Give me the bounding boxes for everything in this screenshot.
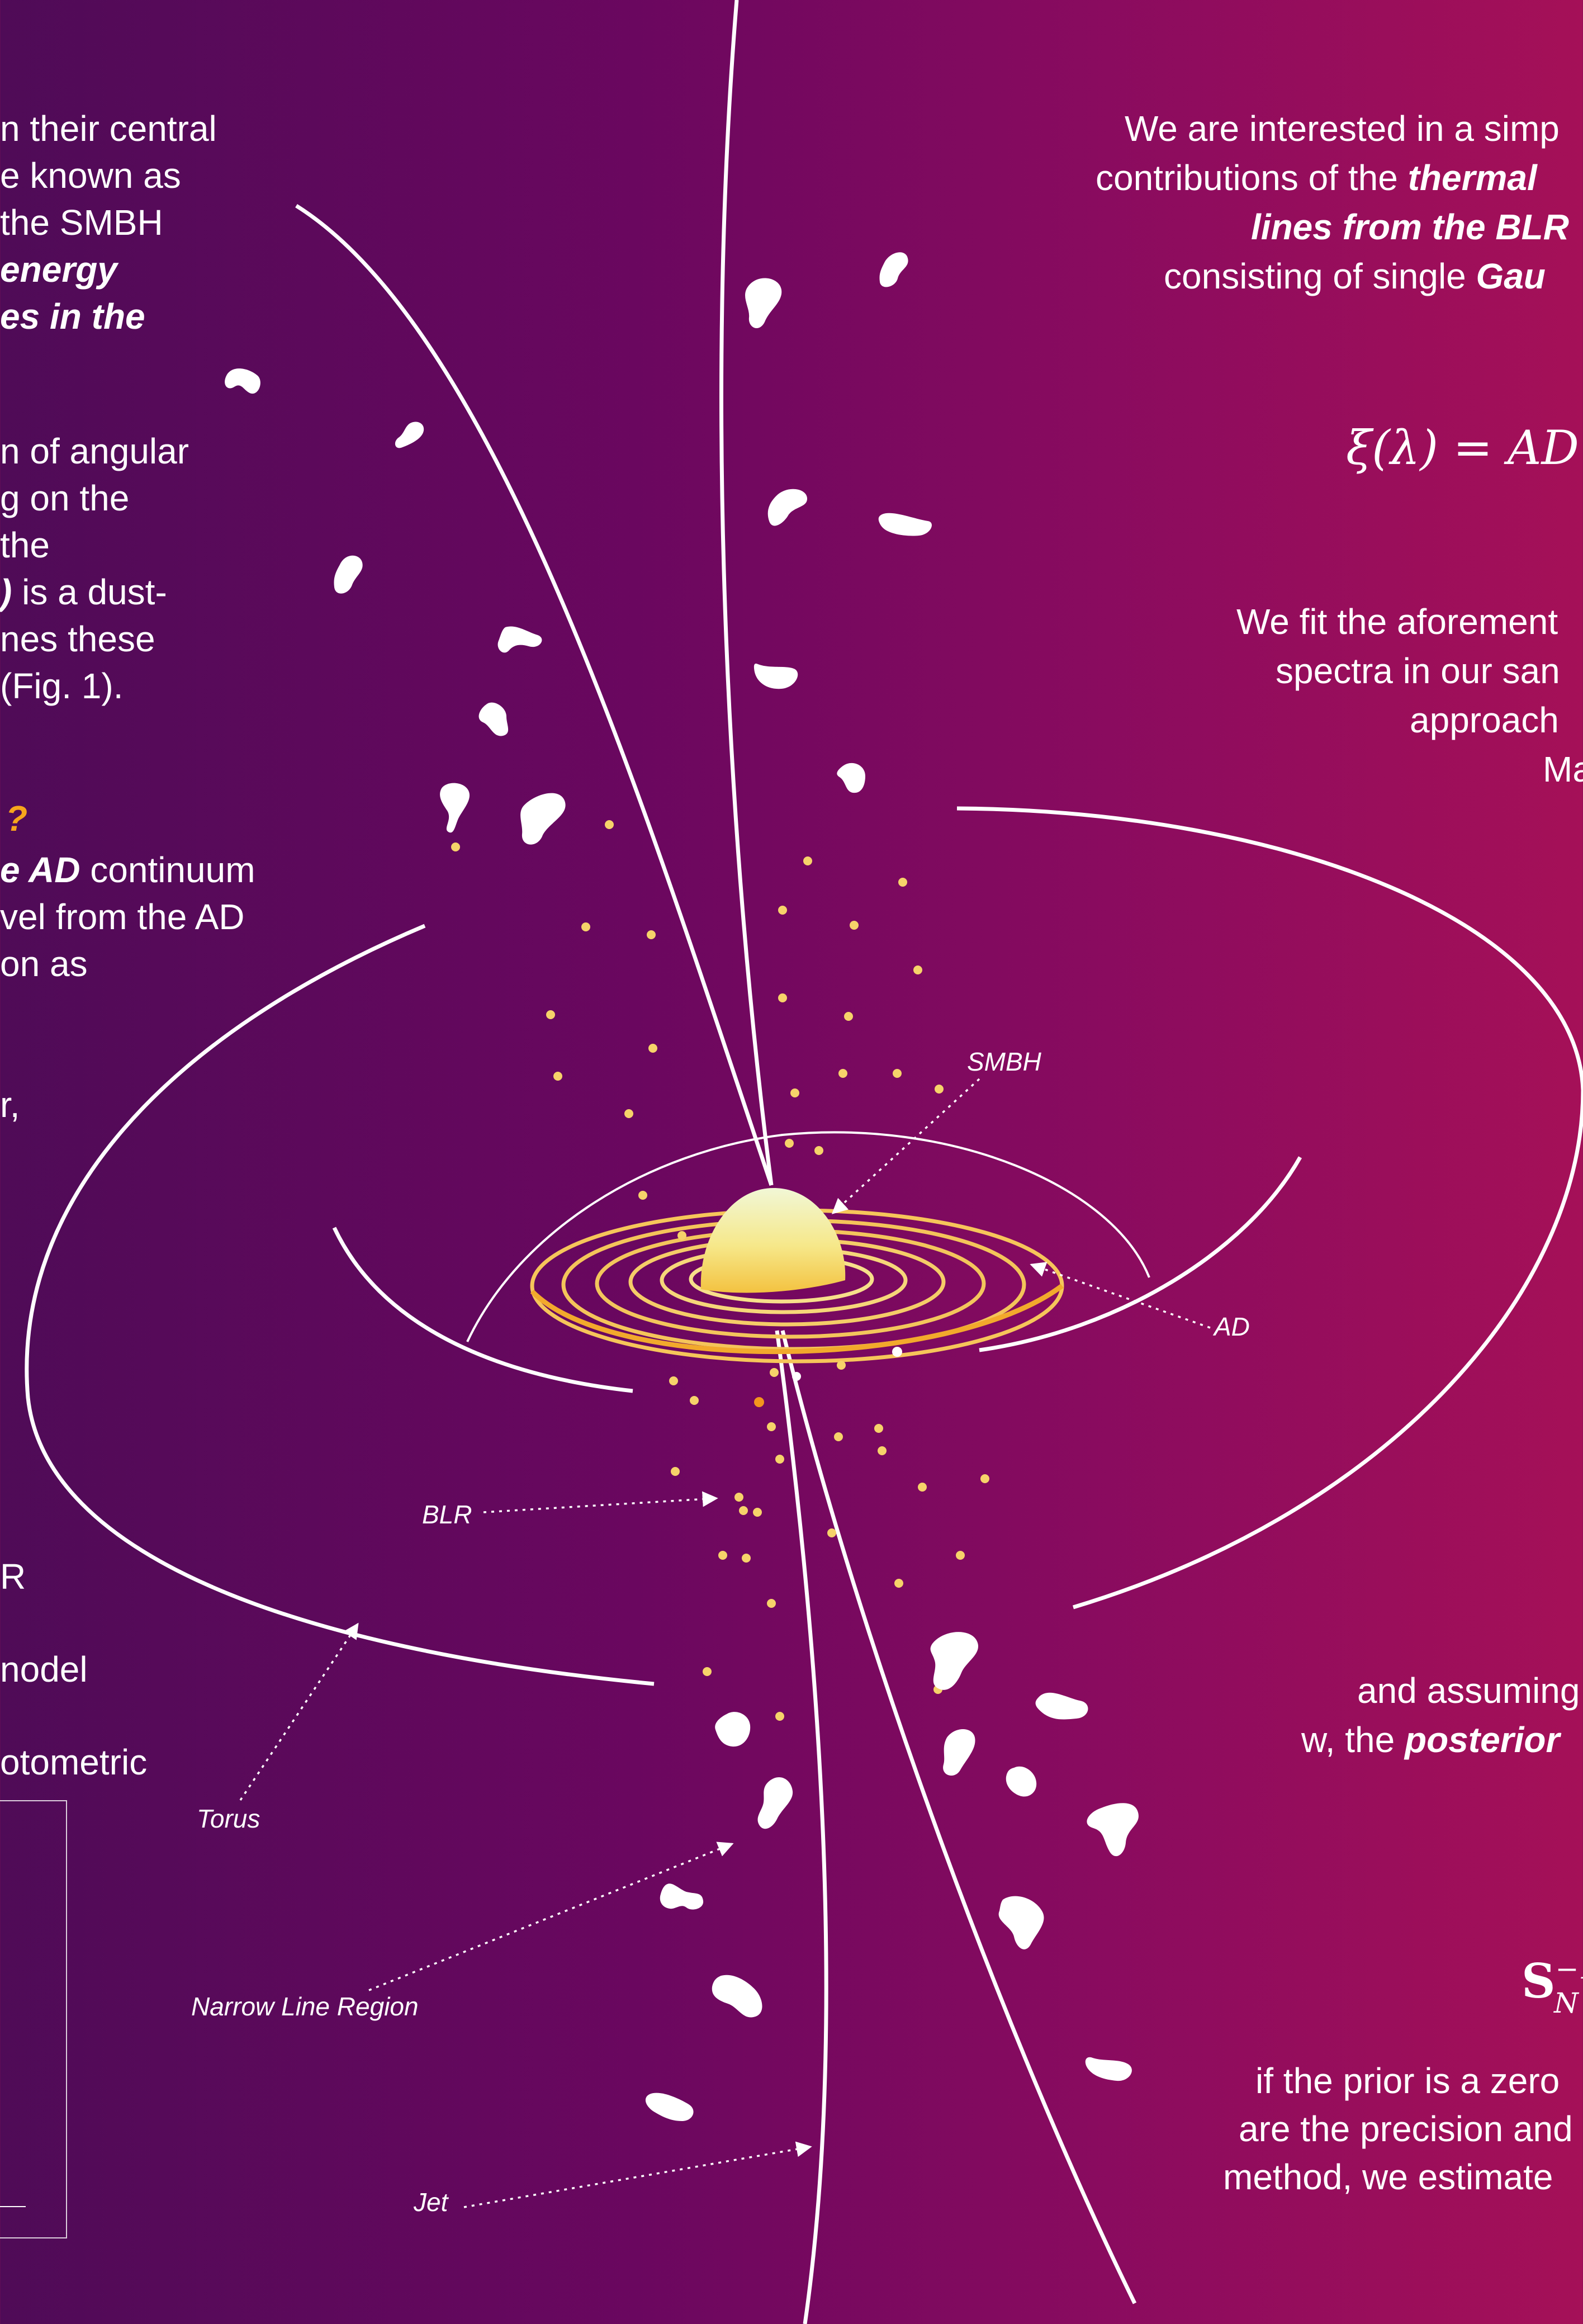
- right-line10-bold: posterior: [1405, 1720, 1560, 1760]
- jet-line-right-lower: [780, 1330, 1137, 2304]
- arrow-blr: [483, 1491, 718, 1513]
- left-p1-line1: n their central: [0, 108, 217, 149]
- formula-s: S−1N: [1522, 1953, 1583, 2019]
- torus-inner-right: [979, 1156, 1302, 1352]
- nlr-clouds: [225, 252, 1139, 2121]
- right-line8: Ma: [1543, 749, 1583, 789]
- left-p5-line3: otometric: [0, 1742, 148, 1782]
- label-ad: AD: [1214, 1312, 1250, 1341]
- arrow-jet: [463, 2141, 812, 2208]
- left-p5-line1: R: [0, 1556, 26, 1597]
- left-p3-line3: on as: [0, 944, 88, 984]
- right-line12: are the precision and: [1239, 2109, 1573, 2149]
- label-blr: BLR: [422, 1500, 472, 1529]
- right-line2: contributions of the thermal: [1096, 154, 1537, 201]
- left-p1-line2: e known as: [0, 155, 181, 196]
- arrow-smbh: [831, 1078, 980, 1214]
- label-nlr: Narrow Line Region: [191, 1992, 419, 2021]
- left-p2-line4: ) is a dust-: [0, 569, 167, 616]
- right-line10: w, the posterior: [1301, 1716, 1560, 1763]
- dust-dots: [451, 820, 989, 1721]
- right-line3: lines from the BLR: [1251, 207, 1569, 247]
- left-p1-line3: the SMBH: [0, 202, 163, 243]
- formula-s-sup: −1: [1555, 1953, 1583, 1985]
- right-line10-pre: w, the: [1301, 1720, 1405, 1760]
- label-jet: Jet: [414, 2188, 448, 2217]
- left-p2-line5: nes these: [0, 619, 155, 659]
- label-arrows: [239, 1078, 1211, 2208]
- right-line5: We fit the aforement: [1236, 602, 1558, 642]
- left-p2-bold: ): [0, 572, 12, 612]
- right-line7: approach: [1410, 700, 1559, 740]
- label-smbh: SMBH: [967, 1047, 1041, 1076]
- torus-dome: [466, 1131, 1150, 1342]
- left-p3-rest: continuum: [80, 850, 255, 890]
- arrow-ad: [1030, 1262, 1211, 1329]
- torus-left-outer: [25, 924, 655, 1686]
- left-p2-rest: is a dust-: [12, 572, 167, 612]
- smbh-sphere: [700, 1188, 846, 1293]
- arrow-torus: [239, 1622, 359, 1801]
- left-p5-line2: nodel: [0, 1649, 88, 1689]
- left-p1-bold1: energy: [0, 249, 117, 290]
- jet-line-left-lower: [775, 1330, 828, 2324]
- right-line1: We are interested in a simp: [1125, 108, 1560, 149]
- right-line2-pre: contributions of the: [1096, 158, 1408, 198]
- torus-inner-left: [332, 1227, 633, 1393]
- jet-line-center-upper: [719, 0, 774, 1186]
- formula-s-base: S: [1522, 1953, 1556, 2009]
- right-line4-pre: consisting of single: [1164, 256, 1476, 296]
- left-p3-line2: vel from the AD: [0, 897, 245, 937]
- right-line11: if the prior is a zero: [1255, 2061, 1560, 2101]
- left-heading: ?: [6, 798, 28, 839]
- arrow-nlr: [368, 1842, 734, 1991]
- formula-s-sub: N: [1554, 1987, 1579, 2019]
- label-torus: Torus: [197, 1804, 260, 1833]
- right-line9: and assuming: [1357, 1670, 1580, 1711]
- right-line4-bold: Gau: [1476, 256, 1546, 296]
- figure-frame: [0, 1800, 67, 2238]
- left-p2-line2: g on the: [0, 478, 130, 518]
- formula-xi: ξ(λ) = AD: [1346, 420, 1579, 475]
- left-p3-line1: e AD continuum: [0, 846, 255, 893]
- torus-right-outer: [956, 806, 1583, 1610]
- right-line6: spectra in our san: [1276, 651, 1560, 691]
- figure-frame-tick: [0, 2206, 26, 2207]
- left-p2-line6: (Fig. 1).: [0, 666, 124, 706]
- left-p4-line1: r,: [0, 1085, 20, 1125]
- right-line2-bold: thermal: [1407, 158, 1537, 198]
- right-line4: consisting of single Gau: [1164, 253, 1546, 300]
- jet-line-left-upper: [295, 204, 774, 1186]
- left-p1-bold2: es in the: [0, 296, 145, 337]
- left-p2-line1: n of angular: [0, 431, 189, 471]
- left-p2-line3: the: [0, 525, 50, 565]
- left-p3-bold: e AD: [0, 850, 80, 890]
- right-line13: method, we estimate: [1223, 2157, 1553, 2197]
